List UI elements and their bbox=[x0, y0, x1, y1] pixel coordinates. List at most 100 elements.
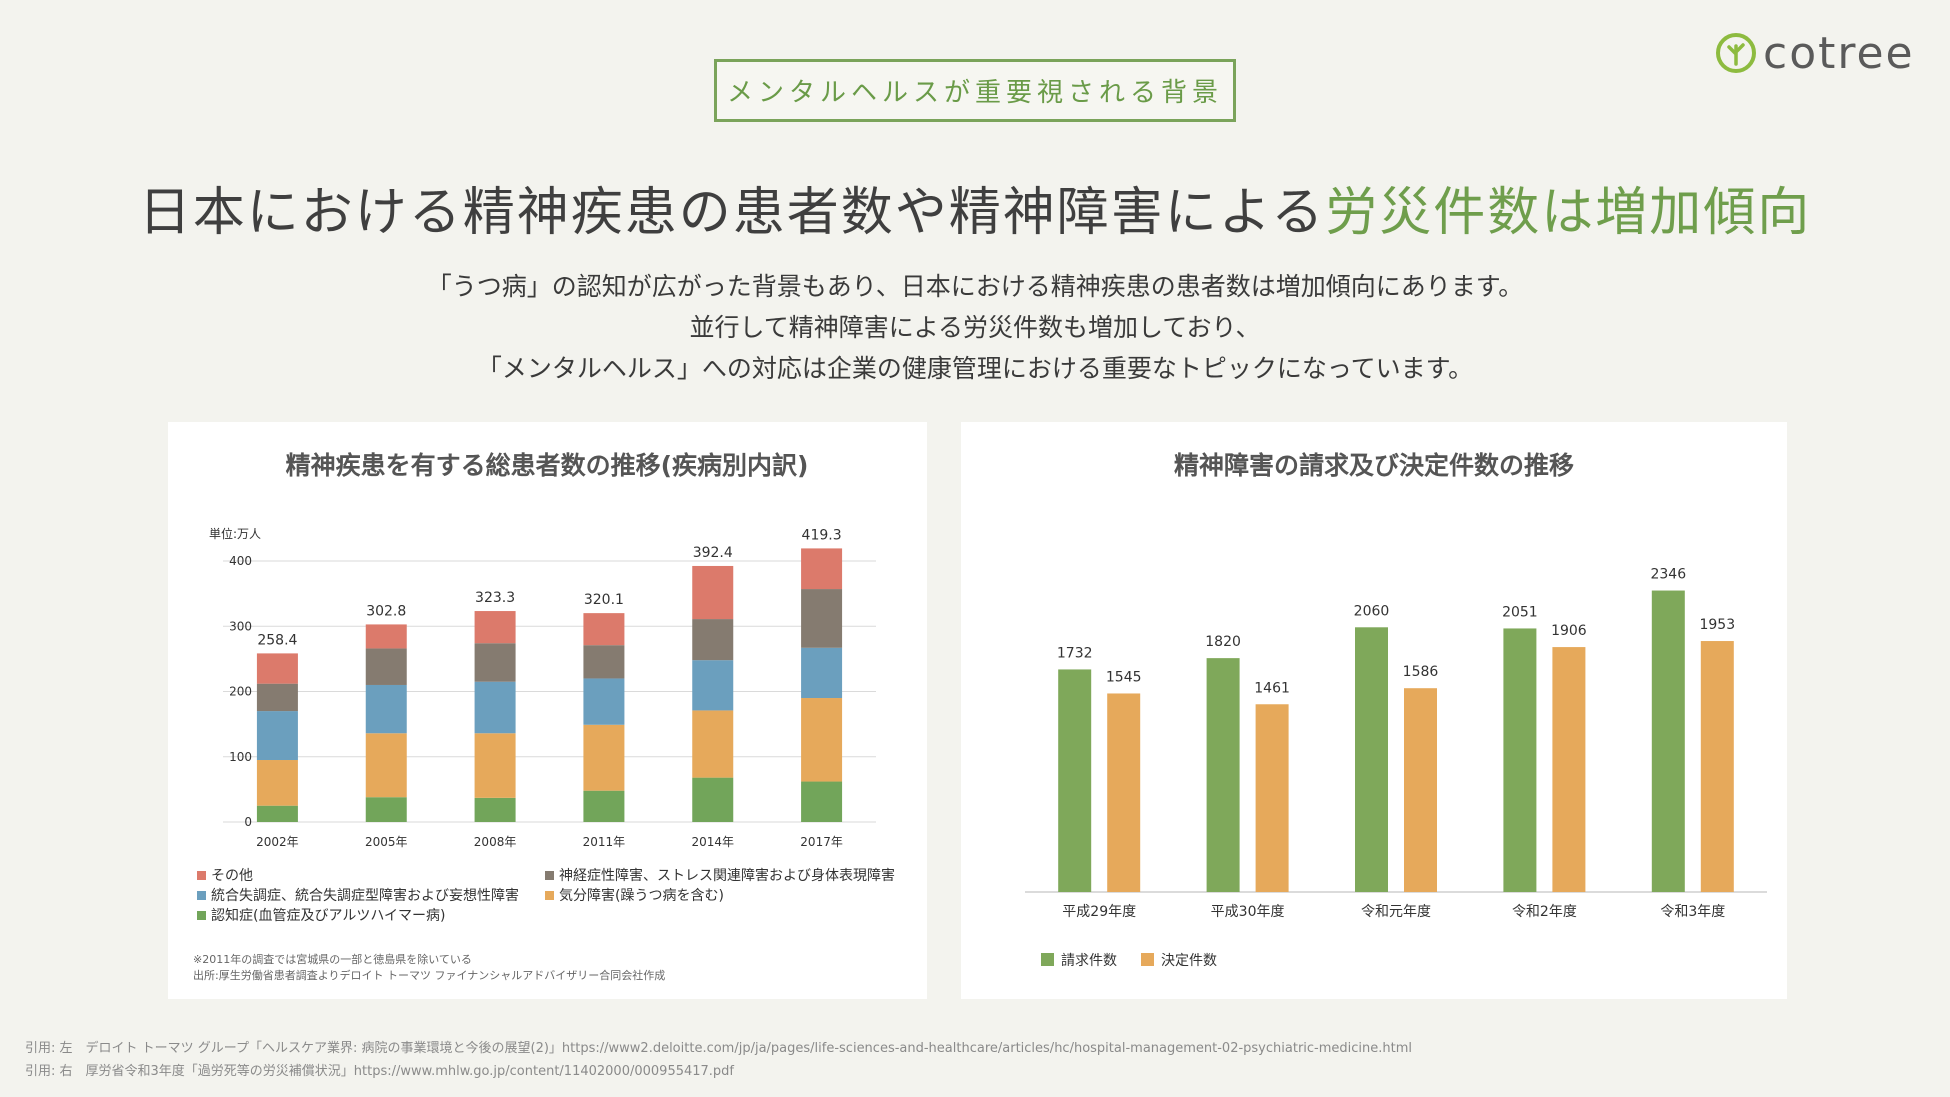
total-label: 302.8 bbox=[366, 603, 406, 619]
bar-value-label: 1545 bbox=[1106, 669, 1142, 685]
bar-value-label: 2060 bbox=[1354, 603, 1390, 619]
bar-value-label: 1461 bbox=[1254, 680, 1290, 696]
legend-label: その他 bbox=[211, 868, 253, 884]
legend-swatch bbox=[197, 891, 206, 900]
bar-segment bbox=[801, 548, 843, 590]
legend-swatch bbox=[1041, 953, 1054, 966]
cotree-logo: cotree bbox=[1715, 26, 1915, 80]
citation-left: 引用: 左 デロイト トーマツ グループ「ヘルスケア業界: 病院の事業環境と今後… bbox=[25, 1041, 1413, 1056]
y-tick-label: 0 bbox=[244, 815, 252, 829]
claims-chart-panel: 精神障害の請求及び決定件数の推移 1732 1545 平成29年度 1820 1461 平成… bbox=[961, 422, 1787, 999]
chart-source: 出所:厚生労働省患者調査よりデロイト トーマツ ファイナンシャルアドバイザリー合… bbox=[193, 968, 665, 982]
x-tick-label: 2011年 bbox=[583, 835, 626, 849]
x-tick-label: 平成29年度 bbox=[1062, 904, 1136, 920]
total-label: 419.3 bbox=[802, 527, 842, 543]
x-tick-label: 2008年 bbox=[474, 835, 517, 849]
claims-bar bbox=[1503, 628, 1537, 892]
legend-swatch bbox=[545, 891, 554, 900]
bar-value-label: 2051 bbox=[1502, 604, 1538, 620]
x-tick-label: 2005年 bbox=[365, 835, 408, 849]
lead-line-1: 「うつ病」の認知が広がった背景もあり、日本における精神疾患の患者数は増加傾向にあ… bbox=[426, 272, 1524, 301]
patients-chart-panel: 精神疾患を有する総患者数の推移(疾病別内訳) 単位:万人 0 100 200 300 400… bbox=[168, 422, 927, 999]
decisions-bar bbox=[1700, 641, 1734, 892]
decisions-bar bbox=[1552, 647, 1586, 892]
lead-line-2: 並行して精神障害による労災件数も増加しており、 bbox=[689, 313, 1261, 342]
bar-segment bbox=[692, 619, 734, 661]
claims-bar bbox=[1355, 627, 1388, 892]
legend-label: 決定件数 bbox=[1161, 953, 1217, 969]
y-tick-label: 100 bbox=[229, 750, 252, 764]
bar-segment bbox=[583, 724, 625, 791]
section-tag-label: メンタルヘルスが重要視される背景 bbox=[726, 78, 1223, 108]
x-tick-label: 令和3年度 bbox=[1660, 904, 1725, 920]
bar-segment bbox=[256, 760, 298, 806]
total-label: 392.4 bbox=[693, 545, 733, 561]
x-tick-label: 2014年 bbox=[691, 835, 734, 849]
bar-segment bbox=[474, 643, 516, 682]
legend-swatch bbox=[545, 871, 554, 880]
bar-segment bbox=[583, 678, 625, 725]
y-tick-label: 200 bbox=[229, 685, 252, 699]
chart-title: 精神疾患を有する総患者数の推移(疾病別内訳) bbox=[286, 451, 809, 480]
legend-swatch bbox=[1141, 953, 1154, 966]
bar-segment bbox=[801, 589, 843, 648]
bar-value-label: 1953 bbox=[1699, 617, 1735, 633]
claims-bar bbox=[1206, 658, 1240, 892]
bar-segment bbox=[256, 805, 298, 822]
total-label: 320.1 bbox=[584, 592, 624, 608]
decisions-bar bbox=[1107, 693, 1141, 892]
bar-segment bbox=[692, 565, 734, 620]
bar-value-label: 1906 bbox=[1551, 623, 1587, 639]
bar-value-label: 1732 bbox=[1057, 645, 1093, 661]
citation-right: 引用: 右 厚労省令和3年度「過労死等の労災補償状況」https://www.m… bbox=[25, 1064, 735, 1079]
citations: 引用: 左 デロイト トーマツ グループ「ヘルスケア業界: 病院の事業環境と今後… bbox=[25, 1037, 1925, 1083]
legend-swatch bbox=[197, 911, 206, 920]
bar-segment bbox=[474, 733, 516, 798]
bar-segment bbox=[365, 648, 407, 685]
total-label: 323.3 bbox=[475, 590, 515, 606]
legend-label: 気分障害(躁うつ病を含む) bbox=[559, 888, 724, 904]
bar-segment bbox=[583, 613, 625, 646]
bar-segment bbox=[365, 797, 407, 822]
bar-segment bbox=[583, 645, 625, 679]
section-tag: メンタルヘルスが重要視される背景 bbox=[714, 59, 1236, 122]
decisions-bar bbox=[1404, 688, 1437, 892]
lead-line-3: 「メンタルヘルス」への対応は企業の健康管理における重要なトピックになっています。 bbox=[476, 354, 1474, 383]
legend-label: 神経症性障害、ストレス関連障害および身体表現障害 bbox=[559, 868, 895, 884]
claims-bar bbox=[1651, 590, 1685, 892]
bar-segment bbox=[801, 647, 843, 699]
y-tick-label: 300 bbox=[229, 619, 252, 633]
bar-segment bbox=[256, 653, 298, 684]
chart-note: ※2011年の調査では宮城県の一部と徳島県を除いている bbox=[193, 952, 472, 966]
bar-segment bbox=[583, 790, 625, 822]
x-tick-label: 平成30年度 bbox=[1211, 904, 1285, 920]
total-label: 258.4 bbox=[257, 632, 297, 648]
bar-segment bbox=[365, 624, 407, 649]
logo-text: cotree bbox=[1763, 27, 1915, 79]
bar-segment bbox=[692, 710, 734, 778]
y-tick-label: 400 bbox=[229, 554, 252, 568]
chart-title: 精神障害の請求及び決定件数の推移 bbox=[1174, 451, 1574, 480]
x-tick-label: 令和元年度 bbox=[1361, 904, 1431, 920]
x-tick-label: 2002年 bbox=[256, 835, 299, 849]
x-tick-label: 令和2年度 bbox=[1512, 904, 1577, 920]
legend-label: 請求件数 bbox=[1061, 953, 1117, 969]
page-title-highlight: 労災件数は増加傾向 bbox=[1325, 183, 1812, 243]
decisions-bar bbox=[1255, 704, 1289, 892]
bar-segment bbox=[474, 611, 516, 644]
page-title-main: 日本における精神疾患の患者数や精神障害による bbox=[138, 183, 1326, 243]
legend-label: 認知症(血管症及びアルツハイマー病) bbox=[211, 907, 446, 924]
bar-segment bbox=[365, 684, 407, 734]
legend-label: 統合失調症、統合失調症型障害および妄想性障害 bbox=[211, 888, 519, 904]
bar-segment bbox=[474, 681, 516, 734]
x-tick-label: 2017年 bbox=[800, 835, 843, 849]
bar-segment bbox=[801, 698, 843, 782]
legend-swatch bbox=[197, 871, 206, 880]
tree-icon bbox=[1716, 33, 1756, 73]
patients-stacked-bar-chart: 精神疾患を有する総患者数の推移(疾病別内訳) 単位:万人 0 100 200 300 400… bbox=[193, 451, 895, 982]
bar-segment bbox=[256, 711, 298, 761]
bar-segment bbox=[692, 777, 734, 822]
bar-segment bbox=[692, 660, 734, 711]
claims-bar-chart: 精神障害の請求及び決定件数の推移 1732 1545 平成29年度 1820 1461 平成… bbox=[1025, 451, 1767, 969]
bar-value-label: 2346 bbox=[1650, 567, 1686, 583]
